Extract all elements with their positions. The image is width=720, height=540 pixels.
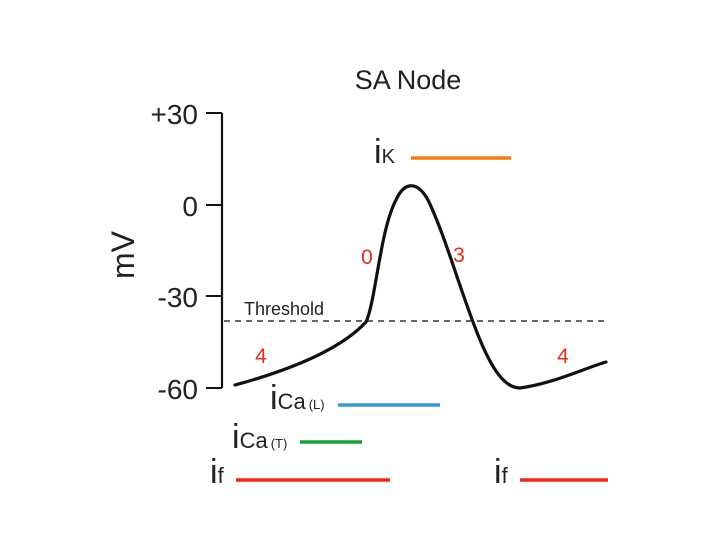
current-ica-t: iCa (T) [232,418,362,456]
y-axis-label: mV [105,230,141,279]
y-tick-label-minus60: -60 [158,374,198,405]
current-ica-l-label: iCa (L) [270,379,325,417]
phase-3-label: 3 [453,244,465,267]
figure-title: SA Node [355,65,462,95]
current-if-left: if [210,453,390,491]
current-if-right-label: if [494,453,509,491]
threshold-label: Threshold [244,299,324,319]
y-tick-label-minus30: -30 [158,282,198,313]
phase-4-right-label: 4 [557,345,569,368]
y-tick-label-0: 0 [182,191,198,222]
current-if-left-label: if [210,453,225,491]
current-ica-t-label: iCa (T) [232,418,287,456]
phase-4-left-label: 4 [255,345,267,368]
current-ica-l: iCa (L) [270,379,440,417]
current-if-right: if [494,453,608,491]
phase-0-label: 0 [361,246,373,269]
y-tick-label-plus30: +30 [151,99,199,130]
current-ik-label: iK [374,133,396,171]
action-potential-trace [233,184,608,390]
current-ik: iK [374,133,511,171]
